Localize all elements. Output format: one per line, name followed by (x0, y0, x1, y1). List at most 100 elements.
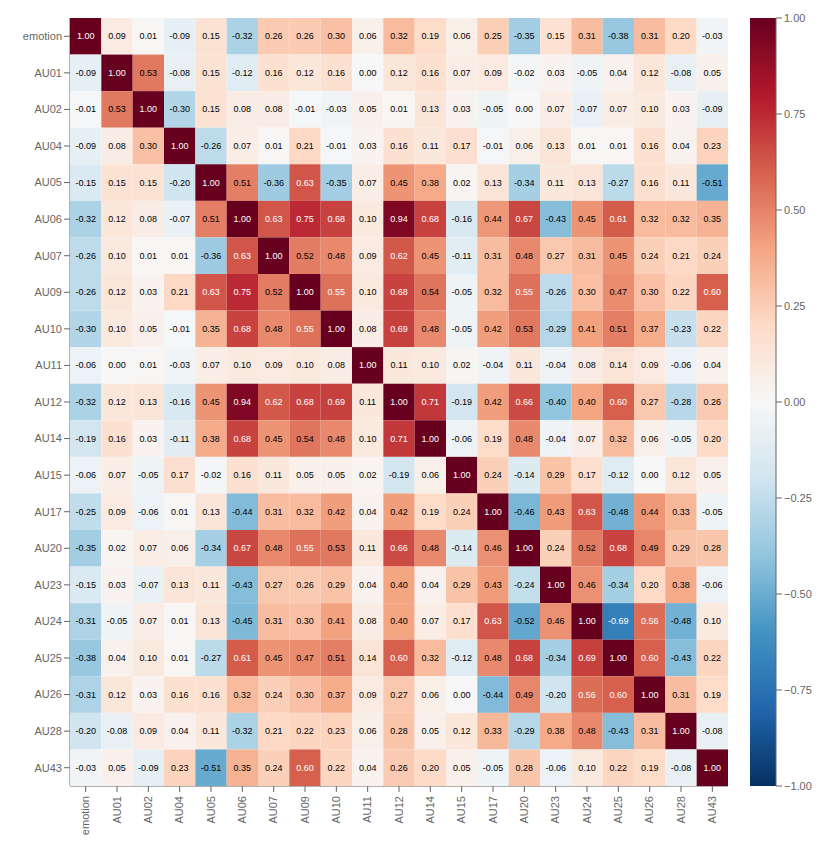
svg-text:0.29: 0.29 (453, 580, 471, 590)
svg-text:-0.51: -0.51 (201, 763, 222, 773)
svg-text:-0.01: -0.01 (483, 141, 504, 151)
svg-text:0.07: 0.07 (610, 104, 628, 114)
svg-text:AU25: AU25 (34, 652, 62, 664)
svg-text:0.26: 0.26 (704, 397, 722, 407)
svg-text:1.00: 1.00 (390, 397, 408, 407)
svg-text:-0.05: -0.05 (483, 104, 504, 114)
svg-text:0.27: 0.27 (547, 251, 565, 261)
svg-text:0.60: 0.60 (641, 653, 659, 663)
svg-text:0.04: 0.04 (422, 580, 440, 590)
svg-text:0.68: 0.68 (610, 543, 628, 553)
svg-text:-0.05: -0.05 (138, 470, 159, 480)
svg-text:AU15: AU15 (34, 469, 62, 481)
svg-text:1.00: 1.00 (328, 324, 346, 334)
svg-text:1.00: 1.00 (610, 653, 628, 663)
svg-text:-0.34: -0.34 (514, 178, 535, 188)
svg-text:0.20: 0.20 (704, 434, 722, 444)
svg-text:0.10: 0.10 (641, 104, 659, 114)
svg-text:0.63: 0.63 (578, 507, 596, 517)
svg-text:-0.35: -0.35 (75, 543, 96, 553)
svg-text:0.00: 0.00 (359, 68, 377, 78)
svg-text:0.03: 0.03 (140, 287, 158, 297)
svg-text:AU10: AU10 (34, 323, 62, 335)
svg-text:0.35: 0.35 (234, 763, 252, 773)
svg-text:AU17: AU17 (34, 506, 62, 518)
svg-text:1.00: 1.00 (108, 68, 126, 78)
svg-text:0.71: 0.71 (390, 434, 408, 444)
svg-text:0.05: 0.05 (453, 763, 471, 773)
svg-text:0.05: 0.05 (422, 726, 440, 736)
svg-text:0.12: 0.12 (453, 726, 471, 736)
svg-text:0.10: 0.10 (296, 360, 314, 370)
svg-text:-0.09: -0.09 (702, 104, 723, 114)
svg-text:0.03: 0.03 (453, 104, 471, 114)
svg-text:0.07: 0.07 (422, 616, 440, 626)
svg-text:1.00: 1.00 (234, 214, 252, 224)
svg-text:0.11: 0.11 (547, 178, 564, 188)
svg-text:0.55: 0.55 (296, 324, 314, 334)
svg-text:0.04: 0.04 (610, 68, 628, 78)
svg-text:-0.51: -0.51 (702, 178, 723, 188)
svg-text:-0.38: -0.38 (75, 653, 96, 663)
svg-text:-0.14: -0.14 (451, 543, 472, 553)
svg-text:0.16: 0.16 (234, 470, 252, 480)
svg-text:0.14: 0.14 (610, 360, 628, 370)
svg-text:0.68: 0.68 (516, 653, 534, 663)
svg-text:-0.08: -0.08 (107, 726, 128, 736)
svg-text:0.24: 0.24 (704, 251, 722, 261)
svg-text:-0.15: -0.15 (75, 178, 96, 188)
svg-text:0.54: 0.54 (422, 287, 440, 297)
svg-text:-0.23: -0.23 (671, 324, 692, 334)
svg-text:0.21: 0.21 (296, 141, 314, 151)
svg-text:0.30: 0.30 (328, 31, 346, 41)
svg-text:0.12: 0.12 (108, 287, 126, 297)
svg-text:-0.32: -0.32 (232, 31, 253, 41)
svg-text:-0.43: -0.43 (545, 214, 566, 224)
svg-text:0.48: 0.48 (516, 434, 534, 444)
svg-text:0.40: 0.40 (578, 397, 596, 407)
svg-text:0.30: 0.30 (140, 141, 158, 151)
svg-text:AU11: AU11 (361, 796, 373, 823)
svg-text:0.26: 0.26 (296, 31, 314, 41)
svg-text:0.24: 0.24 (265, 690, 283, 700)
svg-text:0.32: 0.32 (234, 690, 252, 700)
svg-text:0.08: 0.08 (578, 360, 596, 370)
svg-text:-0.11: -0.11 (170, 434, 190, 444)
svg-text:-0.03: -0.03 (702, 31, 723, 41)
svg-text:0.94: 0.94 (390, 214, 408, 224)
svg-text:-0.01: -0.01 (75, 104, 96, 114)
svg-text:1.00: 1.00 (453, 470, 471, 480)
svg-text:0.48: 0.48 (422, 543, 440, 553)
svg-text:-0.05: -0.05 (483, 763, 504, 773)
svg-text:0.16: 0.16 (171, 690, 189, 700)
svg-text:-0.07: -0.07 (577, 104, 598, 114)
svg-text:0.07: 0.07 (108, 470, 126, 480)
svg-text:AU24: AU24 (34, 615, 62, 627)
svg-text:AU14: AU14 (424, 796, 436, 824)
svg-text:0.08: 0.08 (359, 324, 377, 334)
svg-text:0.10: 0.10 (359, 287, 377, 297)
svg-text:-0.05: -0.05 (451, 287, 472, 297)
svg-text:0.09: 0.09 (108, 507, 126, 517)
svg-text:−1.00: −1.00 (784, 780, 812, 792)
svg-text:0.22: 0.22 (704, 324, 722, 334)
svg-text:0.19: 0.19 (641, 763, 659, 773)
svg-text:0.14: 0.14 (359, 653, 377, 663)
svg-text:0.19: 0.19 (422, 31, 440, 41)
svg-text:0.02: 0.02 (453, 178, 471, 188)
svg-text:0.02: 0.02 (108, 543, 126, 553)
svg-text:0.20: 0.20 (422, 763, 440, 773)
svg-text:-0.06: -0.06 (75, 360, 96, 370)
svg-text:0.09: 0.09 (265, 360, 283, 370)
svg-text:0.15: 0.15 (547, 31, 565, 41)
svg-text:-0.05: -0.05 (107, 616, 128, 626)
svg-text:0.17: 0.17 (171, 470, 189, 480)
svg-text:-0.29: -0.29 (514, 726, 535, 736)
svg-text:-0.09: -0.09 (75, 68, 96, 78)
svg-text:AU23: AU23 (34, 579, 62, 591)
svg-text:0.53: 0.53 (108, 104, 126, 114)
svg-text:0.63: 0.63 (234, 251, 252, 261)
svg-text:0.43: 0.43 (547, 507, 565, 517)
svg-text:0.00: 0.00 (108, 360, 126, 370)
svg-text:-0.20: -0.20 (169, 178, 190, 188)
